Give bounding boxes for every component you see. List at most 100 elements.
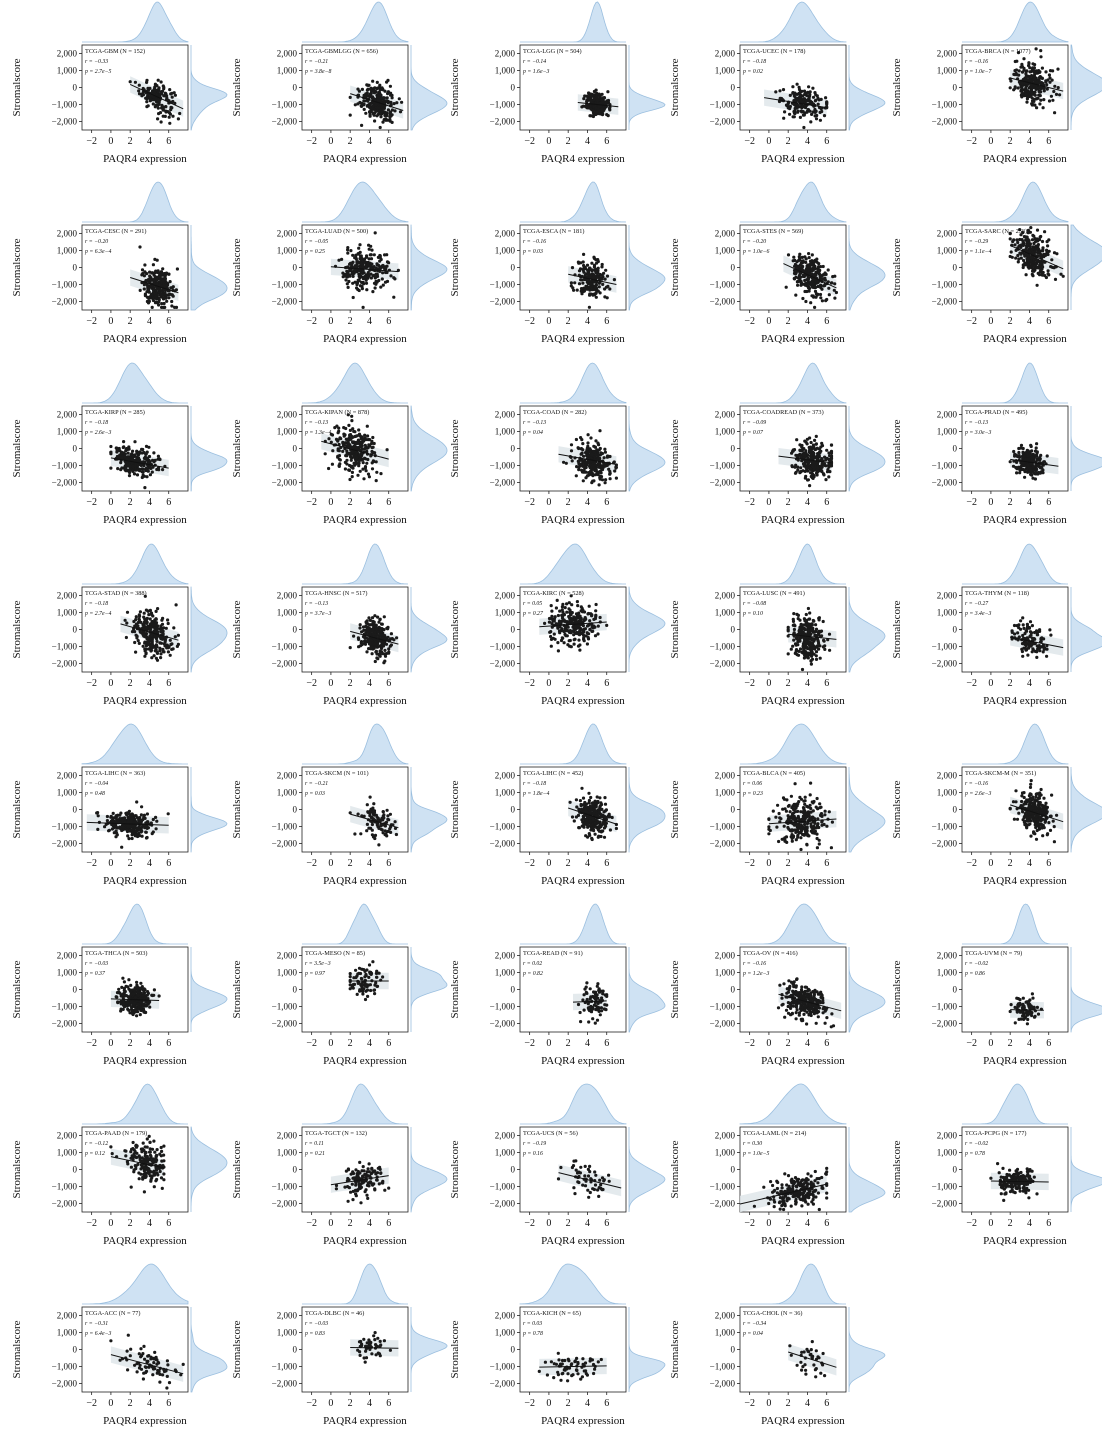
x-tick-label: 6 — [1046, 497, 1051, 508]
data-point — [155, 258, 159, 262]
panel-title: TCGA-ESCA (N = 181) — [523, 228, 584, 235]
data-point — [799, 283, 803, 287]
data-point — [164, 110, 168, 114]
data-point — [795, 82, 799, 86]
data-point — [594, 286, 598, 290]
x-tick-label: 4 — [367, 316, 372, 327]
data-point — [374, 460, 378, 464]
panel-title: TCGA-KIRP (N = 285) — [85, 409, 145, 416]
data-point — [1046, 244, 1050, 248]
data-point — [389, 637, 393, 641]
data-point — [794, 106, 799, 110]
y-tick-label: 1,000 — [495, 608, 516, 618]
x-tick-label: 6 — [1046, 316, 1051, 327]
data-point — [585, 631, 589, 635]
data-point — [145, 272, 149, 276]
plot-frame — [519, 44, 627, 131]
data-point — [127, 474, 132, 478]
y-density-curve — [628, 406, 666, 492]
data-point — [374, 109, 378, 113]
data-point — [370, 248, 374, 252]
data-point — [349, 437, 353, 441]
p-value: p = 0.03 — [522, 249, 543, 255]
y-tick-label: 0 — [73, 83, 78, 93]
data-point — [1034, 47, 1038, 51]
data-point — [786, 253, 791, 257]
data-point — [1030, 91, 1034, 95]
data-point — [585, 106, 589, 110]
data-point — [1025, 97, 1029, 101]
data-point — [809, 440, 813, 445]
y-tick-label: −2,000 — [932, 297, 958, 307]
data-point — [591, 479, 595, 483]
data-point — [155, 635, 159, 639]
data-point — [365, 288, 369, 292]
data-point — [171, 99, 175, 104]
y-tick-label: 0 — [293, 625, 298, 635]
data-point — [814, 295, 818, 299]
data-point — [1032, 468, 1036, 472]
data-point — [144, 626, 148, 630]
x-tick-label: 4 — [147, 136, 152, 147]
data-point — [569, 645, 573, 649]
data-point — [364, 278, 368, 282]
y-tick-label: 1,000 — [495, 66, 516, 76]
data-point — [359, 258, 363, 262]
y-axis-label: Stromalscore — [231, 58, 243, 116]
data-point — [1035, 442, 1039, 446]
data-point — [806, 277, 810, 281]
data-point — [128, 467, 132, 471]
data-point — [397, 97, 401, 101]
data-point — [792, 255, 796, 259]
data-point — [144, 279, 148, 283]
x-tick-label: 4 — [1027, 316, 1032, 327]
x-tick-label: 2 — [786, 316, 791, 327]
data-point — [1038, 273, 1042, 277]
data-point — [356, 252, 360, 256]
x-tick-label: 4 — [585, 136, 590, 147]
data-point — [565, 610, 569, 614]
data-point — [374, 279, 378, 283]
data-point — [157, 273, 162, 277]
data-point — [378, 617, 382, 621]
y-tick-label: 2,000 — [937, 49, 958, 59]
x-axis-label: PAQR4 expression — [541, 153, 625, 165]
data-point — [170, 299, 174, 304]
data-point — [119, 461, 123, 465]
y-axis-label: Stromalscore — [231, 238, 243, 296]
data-point — [595, 261, 599, 265]
data-point — [147, 445, 151, 449]
data-point — [1017, 446, 1021, 451]
data-point — [389, 632, 393, 636]
data-point — [811, 95, 816, 99]
data-point — [1039, 234, 1043, 239]
data-point — [1021, 91, 1025, 95]
y-tick-label: 0 — [293, 444, 298, 454]
data-point — [152, 291, 156, 296]
p-value: p = 0.02 — [742, 69, 763, 75]
data-point — [337, 426, 341, 430]
r-value: r = 0.05 — [523, 601, 542, 607]
data-point — [341, 275, 345, 279]
data-point — [603, 464, 607, 468]
data-point — [818, 118, 823, 122]
chart-panel: TCGA-LGG (N = 504)r = −0.14p = 1.6e−32,0… — [449, 1, 666, 165]
data-point — [363, 642, 368, 646]
data-point — [550, 622, 554, 626]
data-point — [176, 117, 180, 121]
data-point — [600, 468, 605, 472]
data-point — [128, 457, 132, 461]
data-point — [161, 84, 165, 88]
data-point — [596, 632, 600, 636]
data-point — [790, 464, 794, 468]
data-point — [605, 623, 609, 628]
data-point — [147, 454, 152, 459]
data-point — [116, 467, 120, 471]
data-point — [814, 455, 818, 459]
y-density-curve — [848, 587, 886, 673]
data-point — [596, 266, 600, 270]
data-point — [374, 90, 378, 94]
data-point — [597, 281, 601, 285]
y-tick-label: −2,000 — [52, 297, 78, 307]
data-point — [165, 299, 169, 303]
